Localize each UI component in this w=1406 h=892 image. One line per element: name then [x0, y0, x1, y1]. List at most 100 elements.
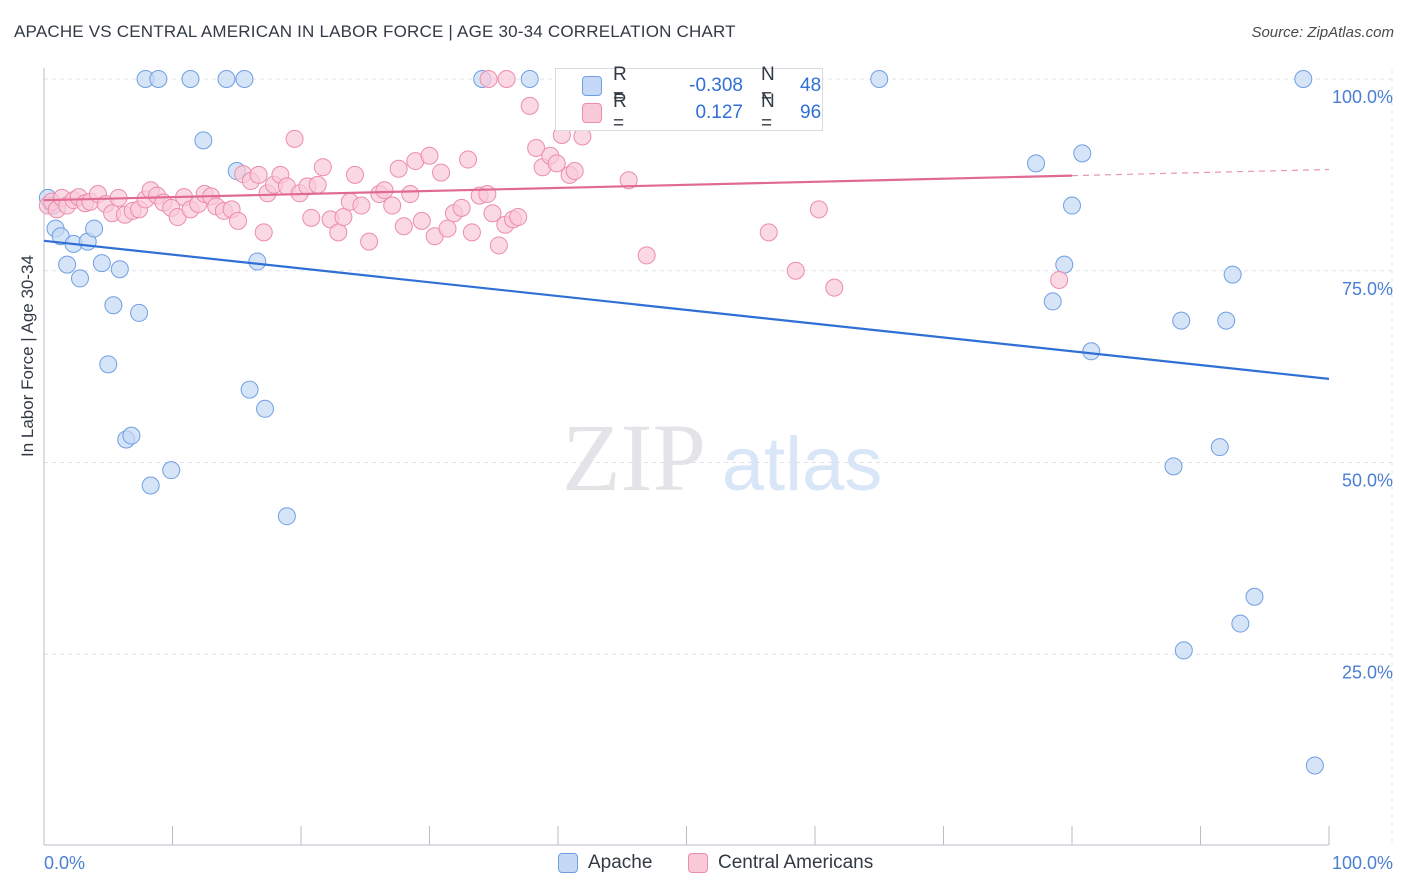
central-americans-point [334, 208, 353, 227]
apache-point [1231, 614, 1250, 633]
apache-point [70, 269, 89, 288]
central-americans-point [420, 146, 439, 165]
axes [43, 68, 1330, 846]
central-americans-point [345, 165, 364, 184]
central-americans-point [459, 150, 478, 169]
central-americans-point [509, 208, 528, 227]
x-tick-label-min: 0.0% [44, 853, 85, 873]
central-americans-point [637, 246, 656, 265]
legend-label-central-americans: Central Americans [718, 852, 874, 873]
apache-point [92, 254, 111, 273]
apache-point [1294, 70, 1313, 88]
central-americans-point [452, 198, 471, 217]
legend-item-apache[interactable]: Apache [558, 852, 652, 874]
central-americans-point [389, 159, 408, 178]
central-americans-point [285, 129, 304, 148]
central-americans-point [313, 158, 332, 177]
r-value: 0.127 [695, 102, 743, 123]
central-americans-point [478, 185, 497, 204]
central-americans-point [249, 165, 268, 184]
central-americans-point [479, 70, 498, 88]
apache-point [217, 70, 236, 88]
apache-point [1043, 292, 1062, 311]
apache-point [1223, 265, 1242, 284]
n-value: 96 [800, 102, 822, 123]
apache-point [181, 70, 200, 88]
central-americans-point [360, 232, 379, 251]
stats-legend: R = -0.308 N = 48 R = 0.127 N = 96 [555, 64, 823, 134]
central-americans-trend-line-extension [1071, 168, 1330, 177]
central-americans-point [401, 185, 420, 204]
apache-point [104, 296, 123, 315]
central-americans-swatch [582, 103, 602, 123]
apache-point [240, 380, 259, 399]
apache-point [162, 461, 181, 480]
central-americans-point [432, 163, 451, 182]
central-americans-trend-line [43, 174, 1073, 202]
central-americans-point [547, 154, 566, 173]
y-tick-label: 100.0% [1332, 87, 1393, 107]
apache-swatch [582, 76, 602, 96]
n-label: N = [761, 91, 775, 134]
apache-point [1217, 311, 1236, 330]
r-label: R = [613, 91, 627, 134]
apache-point [1172, 311, 1191, 330]
central-americans-point [520, 96, 539, 115]
source-label: Source: ZipAtlas.com [1251, 24, 1394, 41]
r-value: -0.308 [689, 75, 743, 96]
central-americans-point [759, 223, 778, 242]
chart-title: APACHE VS CENTRAL AMERICAN IN LABOR FORC… [14, 22, 736, 41]
apache-point [1245, 587, 1264, 606]
central-americans-point [483, 204, 502, 223]
y-axis-label: In Labor Force | Age 30-34 [18, 255, 37, 457]
y-tick-label: 75.0% [1342, 279, 1393, 299]
apache-point [99, 355, 118, 374]
central-americans-point [462, 223, 481, 242]
apache-point [277, 507, 296, 526]
central-americans-point [229, 211, 248, 230]
y-tick-label: 50.0% [1342, 471, 1393, 491]
legend-item-central-americans[interactable]: Central Americans [688, 852, 873, 874]
x-tick-label-max: 100.0% [1332, 853, 1393, 873]
central-americans-point [438, 219, 457, 238]
apache-point [130, 303, 149, 322]
watermark-zip: ZIP [562, 404, 706, 511]
apache-point [110, 260, 129, 279]
watermark: ZIP atlas [562, 404, 882, 511]
central-americans-point [825, 278, 844, 297]
apache-point [1082, 342, 1101, 361]
apache-point [1305, 756, 1324, 775]
central-americans-point [352, 196, 371, 215]
trend-lines [43, 168, 1330, 380]
watermark-atlas: atlas [722, 422, 883, 507]
central-americans-point [489, 236, 508, 255]
r-label: R = [613, 64, 627, 107]
legend: Apache Central Americans [0, 852, 1406, 878]
central-americans-point [375, 181, 394, 200]
central-americans-point [565, 162, 584, 181]
apache-point [1164, 457, 1183, 476]
central-americans-point [302, 208, 321, 227]
apache-point [85, 219, 104, 238]
central-americans-point [308, 175, 327, 194]
central-americans-point [254, 223, 273, 242]
central-americans-point [329, 223, 348, 242]
apache-point [149, 70, 168, 88]
central-americans-point [412, 211, 431, 230]
apache-point [256, 399, 275, 418]
legend-label-apache: Apache [588, 852, 653, 873]
apache-point [1174, 641, 1193, 660]
central-americans-point [809, 200, 828, 219]
apache-point [520, 70, 539, 88]
y-tick-label: 25.0% [1342, 662, 1393, 682]
central-americans-point [786, 261, 805, 280]
apache-point [122, 426, 141, 445]
n-label: N = [761, 64, 775, 107]
apache-point [1073, 144, 1092, 163]
tick-labels: 25.0% 50.0% 75.0% 100.0% 0.0% 100.0% [44, 87, 1393, 873]
apache-point [235, 70, 254, 88]
central-americans-point [527, 139, 546, 158]
apache-point [1210, 438, 1229, 457]
apache-point [194, 131, 213, 150]
